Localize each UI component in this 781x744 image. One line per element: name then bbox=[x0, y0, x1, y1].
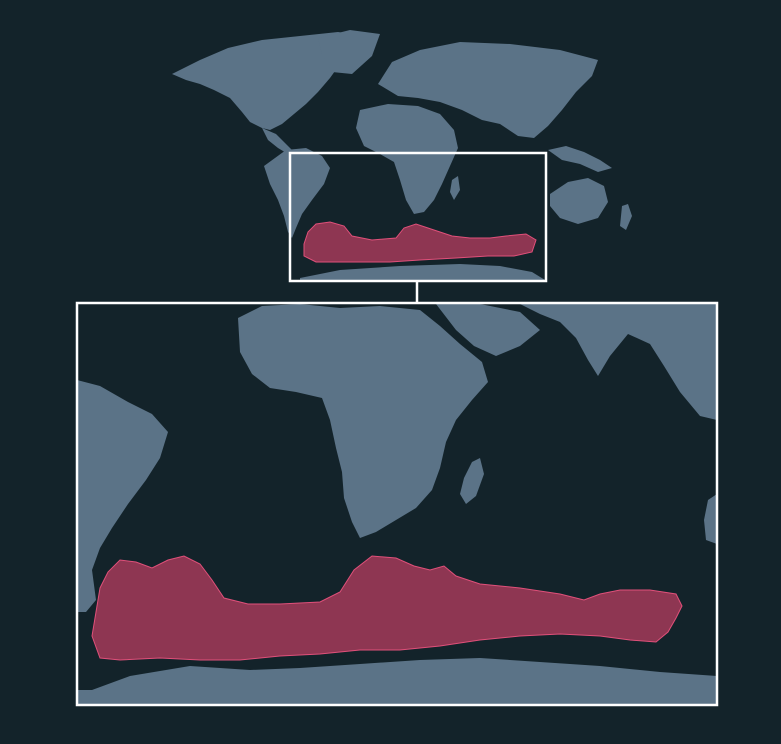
antarctica-landmass bbox=[300, 264, 545, 280]
central-america-landmass bbox=[262, 128, 292, 154]
southeast-asia-islands bbox=[548, 146, 612, 172]
inset-arabia-landmass bbox=[436, 304, 540, 356]
inset-antarctica-landmass bbox=[77, 658, 717, 705]
madagascar-landmass bbox=[450, 176, 460, 200]
new-zealand-landmass bbox=[620, 204, 632, 230]
inset-australia-landmass bbox=[704, 494, 717, 544]
australia-landmass bbox=[550, 178, 608, 224]
greenland-landmass bbox=[318, 30, 380, 74]
inset-madagascar-landmass bbox=[460, 458, 484, 504]
zoomed-inset-frame bbox=[75, 301, 719, 707]
species-range-inset bbox=[91, 555, 683, 661]
world-overview-map bbox=[172, 30, 632, 280]
north-america-landmass bbox=[172, 32, 366, 130]
zoomed-inset-map bbox=[77, 304, 717, 705]
eurasia-landmass bbox=[378, 42, 598, 138]
inset-africa-landmass bbox=[238, 304, 488, 538]
africa-landmass bbox=[356, 104, 458, 214]
inset-asia-landmass bbox=[520, 304, 717, 420]
south-america-landmass bbox=[264, 148, 330, 238]
inset-south-america-landmass bbox=[77, 380, 168, 612]
species-range-overview bbox=[303, 221, 537, 263]
